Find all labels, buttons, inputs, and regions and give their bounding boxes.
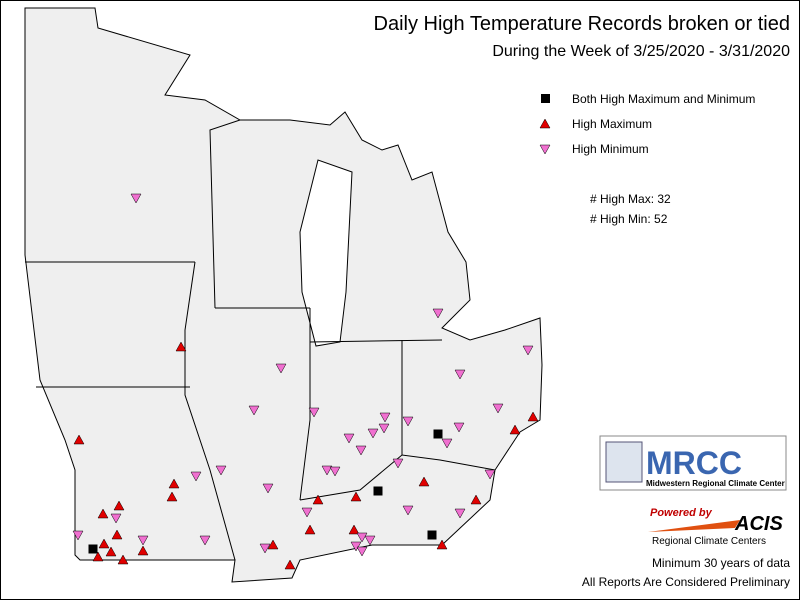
high-max-record	[304, 524, 316, 535]
logo-full-name: Midwestern Regional Climate Center	[646, 479, 785, 488]
high-min-record	[453, 422, 465, 433]
high-max-record	[105, 546, 117, 557]
high-max-record	[98, 538, 110, 549]
both-record	[88, 544, 98, 554]
legend-label: Both High Maximum and Minimum	[572, 92, 755, 106]
high-min-record	[275, 363, 287, 374]
legend-symbol	[541, 94, 550, 103]
high-min-record	[262, 483, 274, 494]
stat: # High Max: 32	[590, 192, 671, 206]
high-max-record	[509, 424, 521, 435]
high-min-record	[199, 535, 211, 546]
high-max-record	[175, 341, 187, 352]
high-min-record	[190, 471, 202, 482]
high-min-record	[402, 505, 414, 516]
high-max-record	[113, 500, 125, 511]
high-min-record	[522, 345, 534, 356]
high-max-record	[267, 539, 279, 550]
high-min-record	[441, 438, 453, 449]
high-min-record	[367, 428, 379, 439]
acis: ACIS	[734, 513, 783, 535]
high-min-record	[392, 458, 404, 469]
note: All Reports Are Considered Preliminary	[582, 575, 790, 589]
high-max-record	[470, 494, 482, 505]
high-max-record	[111, 529, 123, 540]
state-borders	[25, 119, 496, 561]
high-max-record	[436, 539, 448, 550]
high-min-record	[137, 535, 149, 546]
high-min-record	[72, 530, 84, 541]
title: Daily High Temperature Records broken or…	[374, 13, 791, 35]
high-min-record	[454, 508, 466, 519]
high-min-record	[308, 407, 320, 418]
high-max-record	[348, 524, 360, 535]
high-min-record	[248, 405, 260, 416]
legend-label: High Maximum	[572, 117, 652, 131]
legend-symbol	[539, 118, 551, 129]
both-record	[373, 486, 383, 496]
high-max-record	[166, 491, 178, 502]
region	[24, 7, 543, 583]
high-max-record	[418, 476, 430, 487]
high-min-record	[130, 193, 142, 204]
high-max-record	[284, 559, 296, 570]
powered-by: Powered by	[650, 507, 713, 519]
stat: # High Min: 52	[590, 212, 668, 226]
both-record	[433, 429, 443, 439]
high-min-record	[356, 532, 368, 543]
both-record	[427, 530, 437, 540]
high-min-record	[492, 403, 504, 414]
logo-name: MRCC	[646, 445, 742, 481]
high-min-record	[378, 423, 390, 434]
high-min-record	[350, 541, 362, 552]
high-min-record	[110, 513, 122, 524]
high-min-record	[432, 308, 444, 319]
high-min-record	[484, 469, 496, 480]
high-min-record	[301, 507, 313, 518]
subtitle: During the Week of 3/25/2020 - 3/31/2020	[492, 43, 790, 60]
high-max-record	[312, 494, 324, 505]
high-max-record	[168, 478, 180, 489]
lake-michigan	[299, 159, 353, 347]
high-min-record	[259, 543, 271, 554]
high-min-record	[215, 465, 227, 476]
note: Minimum 30 years of data	[652, 556, 790, 570]
high-min-record	[454, 369, 466, 380]
rcc: Regional Climate Centers	[652, 536, 766, 547]
high-min-record	[321, 465, 333, 476]
high-min-record	[356, 546, 368, 557]
high-min-record	[329, 466, 341, 477]
logo-map	[605, 441, 643, 483]
high-max-record	[527, 411, 539, 422]
high-max-record	[92, 551, 104, 562]
legend-label: High Minimum	[572, 142, 649, 156]
high-min-record	[402, 416, 414, 427]
high-min-record	[379, 412, 391, 423]
high-max-record	[97, 508, 109, 519]
high-max-record	[117, 554, 129, 565]
legend-symbol	[539, 144, 551, 155]
high-max-record	[73, 434, 85, 445]
high-min-record	[355, 445, 367, 456]
high-max-record	[350, 491, 362, 502]
high-max-record	[137, 545, 149, 556]
acis-swoosh	[648, 520, 740, 532]
high-min-record	[364, 535, 376, 546]
high-min-record	[343, 433, 355, 444]
